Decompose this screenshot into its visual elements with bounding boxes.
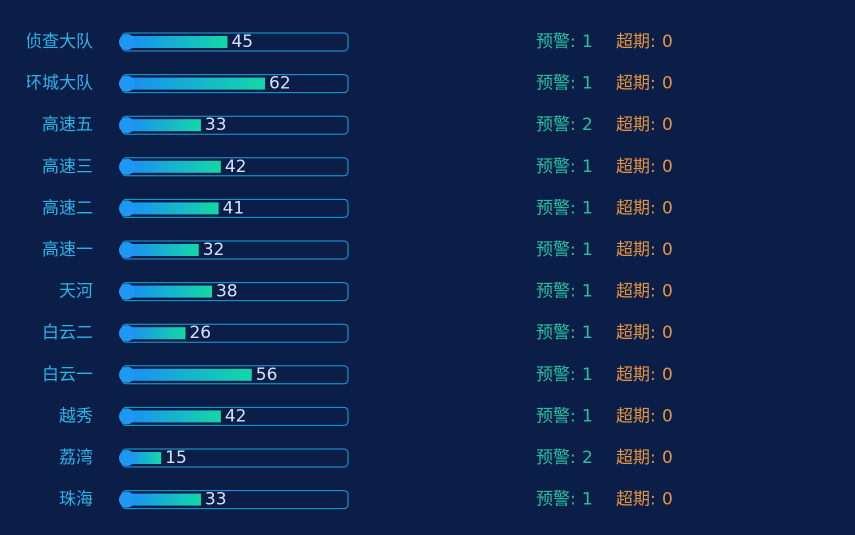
warning-count: 1	[582, 240, 593, 260]
overdue-count: 0	[662, 448, 673, 468]
category-label: 荔湾	[59, 448, 93, 468]
category-label: 白云一	[42, 365, 93, 385]
bar-cap	[119, 491, 135, 508]
bar	[128, 119, 201, 132]
warning-label: 预警:	[536, 32, 576, 52]
overdue-label: 超期:	[616, 115, 656, 135]
bar	[128, 493, 201, 506]
bar-cap	[119, 366, 135, 383]
category-label: 珠海	[59, 490, 93, 510]
warning-label: 预警:	[536, 282, 576, 302]
bar	[128, 160, 221, 173]
category-label: 白云二	[42, 323, 93, 343]
warning-count: 1	[582, 323, 593, 343]
category-label: 环城大队	[25, 74, 93, 94]
overdue-count: 0	[662, 240, 673, 260]
warning-count: 1	[582, 282, 593, 302]
overdue-label: 超期:	[616, 198, 656, 218]
warning-count: 2	[582, 448, 593, 468]
value-label: 42	[225, 157, 247, 177]
warning-count: 1	[582, 157, 593, 177]
bar	[128, 452, 162, 464]
overdue-label: 超期:	[616, 406, 656, 426]
value-label: 62	[269, 74, 291, 94]
category-label: 高速三	[42, 157, 93, 177]
overdue-count: 0	[662, 74, 673, 94]
bar	[128, 327, 186, 340]
overdue-count: 0	[662, 365, 673, 385]
bar	[128, 202, 219, 215]
category-label: 侦查大队	[25, 32, 93, 52]
overdue-count: 0	[662, 157, 673, 177]
overdue-count: 0	[662, 282, 673, 302]
overdue-count: 0	[662, 490, 673, 510]
warning-count: 1	[582, 365, 593, 385]
value-label: 33	[205, 490, 227, 510]
bar-cap	[119, 117, 135, 134]
overdue-label: 超期:	[616, 323, 656, 343]
value-label: 32	[203, 240, 225, 260]
warning-label: 预警:	[536, 323, 576, 343]
bar	[128, 285, 212, 298]
bar	[128, 36, 228, 48]
value-label: 41	[223, 198, 245, 218]
overdue-count: 0	[662, 32, 673, 52]
overdue-label: 超期:	[616, 74, 656, 94]
warning-label: 预警:	[536, 406, 576, 426]
bar	[128, 77, 266, 90]
overdue-label: 超期:	[616, 282, 656, 302]
value-label: 15	[165, 448, 187, 468]
category-label: 高速二	[42, 198, 93, 218]
value-label: 33	[205, 115, 227, 135]
warning-count: 1	[582, 32, 593, 52]
bar-cap	[119, 408, 135, 425]
overdue-count: 0	[662, 198, 673, 218]
value-label: 45	[231, 32, 253, 52]
bar-cap	[119, 75, 135, 92]
bar-cap	[119, 158, 135, 175]
overdue-label: 超期:	[616, 490, 656, 510]
overdue-count: 0	[662, 323, 673, 343]
warning-count: 1	[582, 406, 593, 426]
category-label: 高速一	[42, 240, 93, 260]
value-label: 26	[189, 323, 211, 343]
bar-cap	[119, 325, 135, 342]
value-label: 56	[256, 365, 278, 385]
overdue-count: 0	[662, 115, 673, 135]
bar-cap	[119, 283, 135, 300]
bar	[128, 410, 221, 423]
warning-label: 预警:	[536, 115, 576, 135]
bar-cap	[119, 200, 135, 217]
overdue-label: 超期:	[616, 365, 656, 385]
bar-cap	[119, 450, 135, 466]
bar-cap	[119, 242, 135, 258]
warning-label: 预警:	[536, 490, 576, 510]
overdue-count: 0	[662, 406, 673, 426]
warning-label: 预警:	[536, 198, 576, 218]
warning-count: 1	[582, 198, 593, 218]
warning-label: 预警:	[536, 448, 576, 468]
value-label: 38	[216, 282, 238, 302]
overdue-label: 超期:	[616, 157, 656, 177]
warning-label: 预警:	[536, 74, 576, 94]
overdue-label: 超期:	[616, 448, 656, 468]
warning-count: 1	[582, 74, 593, 94]
category-label: 越秀	[59, 406, 93, 426]
warning-count: 2	[582, 115, 593, 135]
warning-count: 1	[582, 490, 593, 510]
category-label: 天河	[59, 282, 93, 302]
bar	[128, 244, 199, 256]
bar	[128, 368, 252, 381]
warning-label: 预警:	[536, 240, 576, 260]
warning-label: 预警:	[536, 157, 576, 177]
bar-cap	[119, 34, 135, 50]
value-label: 42	[225, 406, 247, 426]
category-label: 高速五	[42, 115, 93, 135]
warning-label: 预警:	[536, 365, 576, 385]
overdue-label: 超期:	[616, 32, 656, 52]
overdue-label: 超期:	[616, 240, 656, 260]
